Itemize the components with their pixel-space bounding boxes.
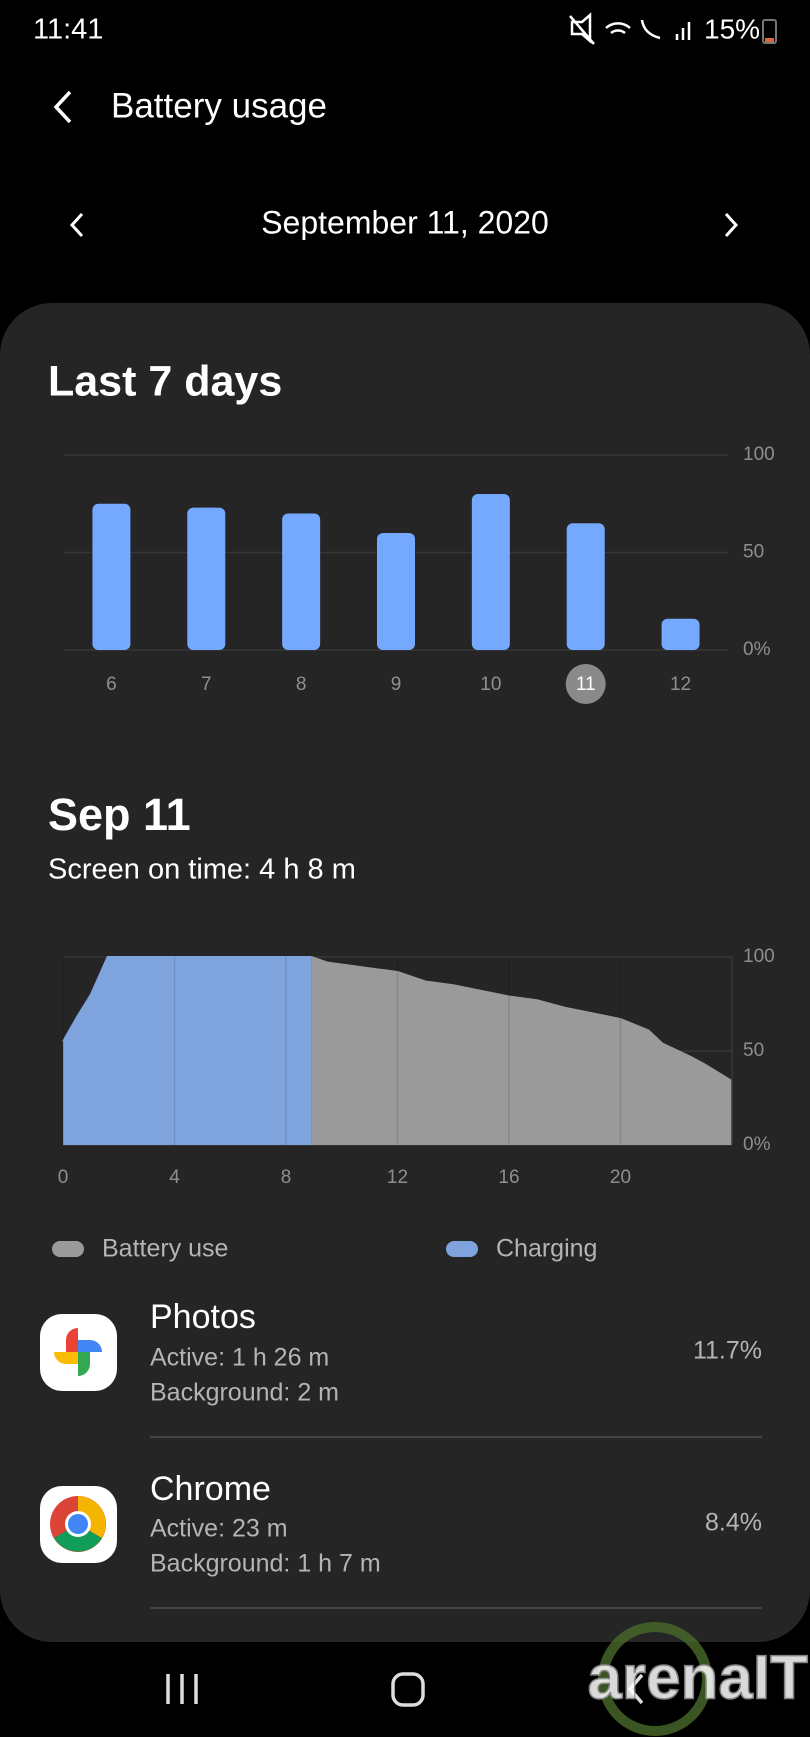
x-tick-label: 12 xyxy=(387,1167,408,1188)
bar xyxy=(282,513,321,650)
app-name: Photos xyxy=(150,1298,256,1336)
battery-icon xyxy=(762,19,777,44)
app-percent: 11.7% xyxy=(693,1337,762,1365)
chart-subtitle: Screen on time: 4 h 8 m xyxy=(48,854,356,886)
bar xyxy=(471,494,510,650)
area-fill xyxy=(63,957,312,1145)
y-tick-label: 100 xyxy=(743,444,775,465)
bar xyxy=(92,503,131,650)
legend-swatch xyxy=(52,1241,84,1257)
y-tick-label: 0% xyxy=(743,1134,771,1155)
prev-date[interactable] xyxy=(69,212,84,238)
status-icons xyxy=(569,12,691,45)
chart-title: Last 7 days xyxy=(48,357,282,405)
x-tick-label: 8 xyxy=(296,674,307,695)
header-title: Battery usage xyxy=(111,86,327,125)
area-line xyxy=(62,956,312,1043)
area-fill xyxy=(311,957,732,1145)
y-tick-label: 50 xyxy=(743,1040,764,1061)
x-tick-label: 12 xyxy=(670,674,691,695)
area-line xyxy=(310,956,733,1082)
bar xyxy=(661,618,700,650)
nav-recents[interactable] xyxy=(166,1674,198,1704)
legend-label: Battery use xyxy=(102,1235,228,1263)
x-tick-label: 0 xyxy=(58,1167,69,1188)
chrome-logo xyxy=(50,1496,106,1552)
back-button[interactable] xyxy=(53,90,72,124)
status-time: 11:41 xyxy=(33,14,103,46)
next-date[interactable] xyxy=(724,212,739,238)
bar xyxy=(187,507,226,650)
watermark: arenaIT xyxy=(587,1643,808,1712)
app-percent: 8.4% xyxy=(705,1509,762,1537)
chart-title: Sep 11 xyxy=(48,789,191,840)
bar xyxy=(377,533,415,650)
x-tick-label: 8 xyxy=(281,1167,292,1188)
app-active: Active: 1 h 26 m xyxy=(150,1344,329,1372)
x-tick-label: 4 xyxy=(169,1167,180,1188)
app-row[interactable]: Chrome Active: 23 m Background: 1 h 7 m … xyxy=(40,1470,762,1578)
app-active: Active: 23 m xyxy=(150,1515,288,1543)
legend-swatch xyxy=(446,1241,478,1257)
y-tick-label: 100 xyxy=(743,946,775,967)
status-battery: 15% xyxy=(704,13,760,44)
watermark-ring xyxy=(598,1622,712,1736)
x-tick-label: 9 xyxy=(391,674,402,695)
app-background: Background: 1 h 7 m xyxy=(150,1550,381,1578)
y-tick-label: 0% xyxy=(743,639,771,660)
legend-label: Charging xyxy=(496,1235,597,1263)
date: September 11, 2020 xyxy=(261,204,549,240)
nav-home[interactable] xyxy=(391,1672,425,1707)
x-tick-label: 7 xyxy=(201,674,212,695)
selected-day xyxy=(565,664,606,704)
x-tick-label: 20 xyxy=(610,1167,631,1188)
x-tick-label: 16 xyxy=(498,1167,519,1188)
battery-level xyxy=(765,38,774,42)
y-tick-label: 50 xyxy=(743,542,764,563)
app-name: Chrome xyxy=(150,1470,271,1508)
x-tick-label: 6 xyxy=(106,674,117,695)
photos-pinwheel xyxy=(54,1328,102,1376)
nav-back[interactable] xyxy=(627,1673,644,1705)
x-tick-label: 11 xyxy=(576,674,596,695)
bar xyxy=(566,523,605,650)
x-tick-label: 10 xyxy=(480,674,501,695)
app-row[interactable]: Photos Active: 1 h 26 m Background: 2 m … xyxy=(40,1298,762,1407)
app-background: Background: 2 m xyxy=(150,1379,339,1407)
